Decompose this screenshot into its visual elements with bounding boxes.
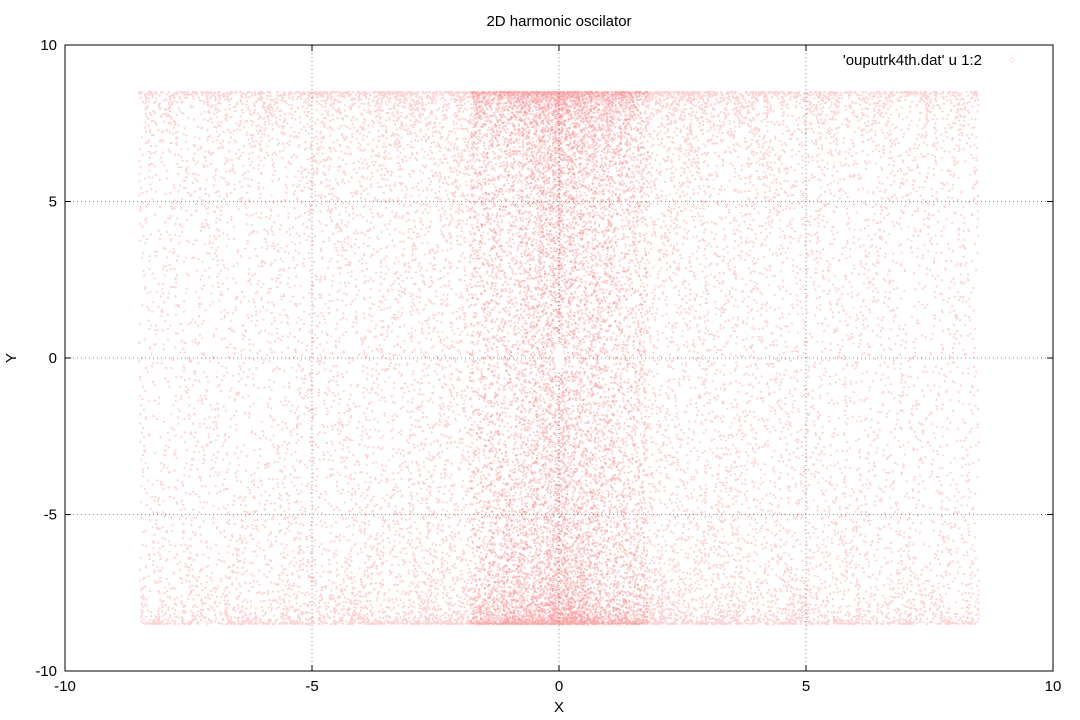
x-tick-labels: -10 -5 0 5 10 bbox=[54, 678, 1061, 695]
x-tick-label: -10 bbox=[54, 678, 76, 695]
y-axis-title: Y bbox=[3, 353, 20, 363]
x-tick-label: 10 bbox=[1045, 678, 1062, 695]
y-tick-label: 0 bbox=[49, 350, 57, 367]
series-points-cloud bbox=[138, 90, 980, 626]
data-points bbox=[138, 90, 980, 626]
origin-gap bbox=[554, 344, 564, 372]
y-tick-label: -10 bbox=[35, 663, 57, 680]
y-tick-label: 10 bbox=[40, 37, 57, 54]
x-tick-label: 0 bbox=[555, 678, 563, 695]
legend-series-label: 'ouputrk4th.dat' u 1:2 bbox=[843, 52, 982, 69]
x-axis-title: X bbox=[554, 699, 564, 716]
axis-ticks bbox=[64, 44, 1054, 672]
legend: 'ouputrk4th.dat' u 1:2 bbox=[843, 52, 1015, 69]
y-tick-label: -5 bbox=[44, 507, 57, 524]
y-tick-label: 5 bbox=[49, 194, 57, 211]
chart-title: 2D harmonic oscilator bbox=[486, 13, 631, 30]
legend-series-marker bbox=[1009, 57, 1015, 63]
x-tick-label: 5 bbox=[802, 678, 810, 695]
x-tick-label: -5 bbox=[305, 678, 318, 695]
legend-background bbox=[820, 50, 1048, 70]
y-tick-labels: -10 -5 0 5 10 bbox=[35, 37, 57, 680]
